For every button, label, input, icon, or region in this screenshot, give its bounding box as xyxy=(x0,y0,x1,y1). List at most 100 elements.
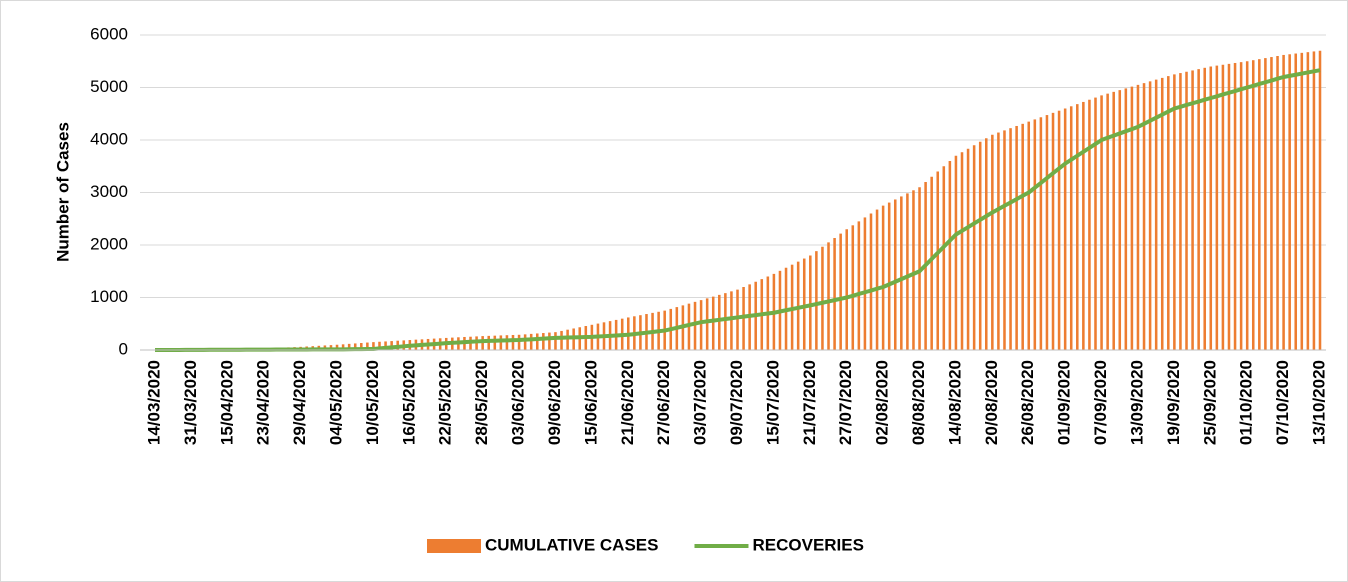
line xyxy=(155,68,1321,352)
bar xyxy=(705,298,709,350)
x-tick-label: 23/04/2020 xyxy=(254,360,273,445)
bar xyxy=(1282,54,1285,350)
bar xyxy=(1306,52,1310,350)
legend-swatch xyxy=(427,539,481,553)
x-tick-label: 15/04/2020 xyxy=(217,360,236,445)
x-tick-label: 16/05/2020 xyxy=(399,360,418,445)
bar xyxy=(1185,71,1188,350)
bar xyxy=(906,193,909,350)
x-tick-label: 21/06/2020 xyxy=(618,360,637,445)
bar xyxy=(535,333,539,350)
x-tick-label: 22/05/2020 xyxy=(436,360,455,445)
bar xyxy=(566,329,569,350)
x-tick-label: 03/07/2020 xyxy=(691,360,710,445)
x-tick-label: 03/06/2020 xyxy=(509,360,528,445)
x-tick-label: 14/03/2020 xyxy=(144,360,163,445)
bar xyxy=(869,213,873,350)
bar xyxy=(991,134,994,350)
x-tick-label: 21/07/2020 xyxy=(800,360,819,445)
bar xyxy=(1118,90,1122,350)
x-tick-label: 09/07/2020 xyxy=(727,360,746,445)
y-tick-label: 2000 xyxy=(90,234,128,253)
bar xyxy=(1245,61,1249,350)
y-tick-label: 3000 xyxy=(90,182,128,201)
bar xyxy=(1288,54,1291,351)
bar xyxy=(1069,106,1073,350)
bar xyxy=(1094,97,1097,350)
bar xyxy=(1076,104,1079,350)
bar xyxy=(1136,84,1140,350)
bar xyxy=(1112,91,1115,351)
bar xyxy=(839,233,842,350)
x-tick-label: 14/08/2020 xyxy=(945,360,964,445)
bar xyxy=(1039,117,1043,350)
x-tick-label: 27/06/2020 xyxy=(654,360,673,445)
x-tick-label: 15/07/2020 xyxy=(763,360,782,445)
bar xyxy=(523,334,527,350)
x-tick-label: 29/04/2020 xyxy=(290,360,309,445)
bar xyxy=(693,301,697,350)
bar xyxy=(857,221,861,350)
bar xyxy=(1003,130,1006,350)
bar xyxy=(1209,66,1213,350)
bar xyxy=(972,145,976,350)
bar xyxy=(529,333,533,350)
x-tick-label: 13/09/2020 xyxy=(1127,360,1146,445)
bar xyxy=(378,341,381,350)
bar xyxy=(809,255,812,350)
bar xyxy=(875,209,879,350)
bar xyxy=(1173,74,1176,350)
bar xyxy=(347,343,351,350)
bar xyxy=(815,251,818,350)
bar xyxy=(1318,50,1322,350)
bar xyxy=(366,342,369,350)
bar xyxy=(978,141,982,350)
bar xyxy=(1130,86,1134,351)
bar xyxy=(1221,64,1225,350)
bar xyxy=(1100,95,1103,350)
legend-label: RECOVERIES xyxy=(752,535,863,554)
bar xyxy=(730,291,733,350)
bar xyxy=(699,300,703,350)
bar xyxy=(966,148,970,350)
bar xyxy=(718,294,721,350)
bar xyxy=(1148,81,1152,351)
x-tick-label: 25/09/2020 xyxy=(1200,360,1219,445)
bar xyxy=(353,343,357,350)
bar xyxy=(372,342,375,350)
bar xyxy=(360,343,363,350)
bar xyxy=(1239,62,1243,351)
bar xyxy=(1009,128,1012,350)
bar xyxy=(1045,115,1049,350)
bar xyxy=(1142,83,1146,350)
bar xyxy=(1057,110,1061,350)
x-tick-label: 01/10/2020 xyxy=(1237,360,1256,445)
bar xyxy=(1312,51,1316,351)
bar xyxy=(1021,123,1024,350)
bar xyxy=(900,196,903,350)
bar xyxy=(954,155,958,350)
bar xyxy=(1294,53,1298,350)
bar xyxy=(1191,70,1194,350)
bar xyxy=(341,344,345,350)
x-tick-label: 08/08/2020 xyxy=(909,360,928,445)
bar xyxy=(1227,63,1231,350)
x-tick-label: 28/05/2020 xyxy=(472,360,491,445)
y-axis-label: Number of Cases xyxy=(53,122,72,262)
bar xyxy=(1082,101,1085,350)
bar xyxy=(1215,65,1219,351)
bar xyxy=(930,176,933,350)
x-tick-label: 09/06/2020 xyxy=(545,360,564,445)
bar xyxy=(881,205,885,350)
bar xyxy=(517,334,521,350)
bar xyxy=(1251,60,1255,350)
x-tick-label: 02/08/2020 xyxy=(873,360,892,445)
bar xyxy=(912,190,915,350)
bar xyxy=(833,238,836,350)
bar xyxy=(1033,119,1037,350)
bar xyxy=(736,289,739,350)
bar xyxy=(505,335,509,350)
x-tick-label: 20/08/2020 xyxy=(982,360,1001,445)
bar xyxy=(1124,88,1128,350)
